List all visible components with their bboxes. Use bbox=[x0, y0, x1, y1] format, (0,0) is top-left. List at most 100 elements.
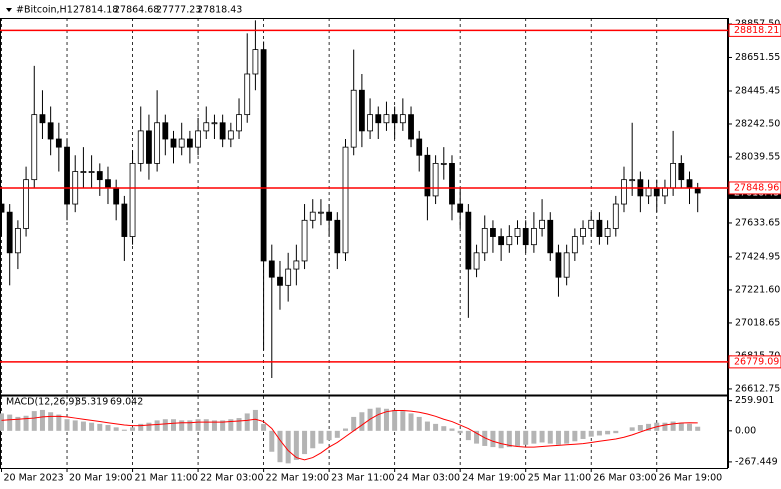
macd-bar bbox=[7, 414, 13, 431]
candle-body bbox=[555, 252, 562, 278]
macd-bar bbox=[162, 419, 168, 431]
macd-signal-line bbox=[1, 410, 698, 461]
macd-bar bbox=[474, 430, 480, 444]
candle-body bbox=[367, 114, 373, 132]
macd-label: MACD(12,26,9) bbox=[6, 397, 78, 408]
ohlc-close: 27818.43 bbox=[197, 5, 242, 16]
candle-body bbox=[440, 162, 447, 165]
candle-body bbox=[326, 211, 333, 221]
y-tick-label: 28039.55 bbox=[735, 151, 780, 162]
macd-bar bbox=[211, 420, 217, 431]
candle-body bbox=[260, 49, 267, 262]
macd-bar bbox=[416, 416, 422, 431]
candle-body bbox=[105, 179, 111, 189]
candle-body bbox=[522, 228, 529, 246]
macd-bar bbox=[244, 413, 250, 431]
macd-bar bbox=[252, 409, 258, 431]
level-label: 26779.09 bbox=[734, 356, 779, 367]
candle-body bbox=[416, 138, 423, 156]
candle-body bbox=[686, 179, 693, 189]
macd-bar bbox=[302, 430, 308, 455]
candle-body bbox=[39, 114, 46, 124]
macd-bar bbox=[113, 427, 119, 431]
candle-body bbox=[121, 203, 128, 237]
candle-body bbox=[47, 122, 54, 140]
candle-body bbox=[6, 211, 13, 254]
y-tick-label: 27633.65 bbox=[735, 217, 780, 228]
macd-bar bbox=[605, 430, 611, 435]
candle-body bbox=[432, 162, 439, 197]
macd-bar bbox=[383, 408, 389, 431]
candle-body bbox=[277, 276, 283, 286]
macd-bar bbox=[80, 421, 86, 431]
candle-body bbox=[596, 219, 603, 237]
macd-bar bbox=[506, 430, 512, 448]
candle-body bbox=[64, 146, 70, 205]
level-box bbox=[728, 355, 781, 369]
x-tick-label: 24 Mar 03:00 bbox=[397, 473, 460, 484]
macd-bar bbox=[261, 423, 267, 431]
candle-body bbox=[563, 252, 570, 278]
candle-body bbox=[219, 122, 226, 140]
macd-bar bbox=[572, 430, 578, 442]
macd-bar bbox=[588, 430, 594, 437]
candle-body bbox=[678, 162, 685, 181]
macd-bar bbox=[39, 409, 45, 431]
macd-bar bbox=[154, 420, 160, 431]
ohlc-low: 27777.23 bbox=[156, 5, 201, 16]
macd-bar bbox=[490, 430, 496, 448]
macd-bar bbox=[359, 412, 365, 431]
candle-body bbox=[465, 211, 472, 270]
y-tick-label: 28242.50 bbox=[735, 118, 780, 129]
candle-body bbox=[309, 211, 316, 221]
macd-bar bbox=[662, 422, 668, 431]
macd-bar bbox=[637, 425, 643, 431]
x-tick-label: 26 Mar 19:00 bbox=[659, 473, 722, 484]
macd-bar bbox=[646, 423, 652, 431]
y-tick-label: 26612.75 bbox=[735, 383, 780, 394]
macd-bar bbox=[482, 430, 488, 446]
macd-bar bbox=[72, 420, 78, 431]
candle-body bbox=[252, 49, 259, 75]
candle-body bbox=[162, 122, 169, 140]
candle-body bbox=[285, 268, 292, 286]
candle-body bbox=[113, 187, 120, 205]
macd-bar bbox=[392, 409, 398, 431]
macd-bar bbox=[465, 430, 471, 441]
y-tick-label: 27221.60 bbox=[735, 284, 780, 295]
macd-bar bbox=[56, 414, 62, 431]
macd-bar bbox=[457, 430, 463, 434]
candle-body bbox=[604, 228, 611, 237]
y-tick-label: 27018.65 bbox=[735, 317, 780, 328]
candle-body bbox=[670, 162, 677, 189]
y-tick-label: 27424.95 bbox=[735, 251, 780, 262]
candle-body bbox=[203, 122, 210, 132]
candle-body bbox=[23, 179, 29, 229]
macd-bar bbox=[220, 420, 226, 431]
x-tick-label: 26 Mar 03:00 bbox=[593, 473, 656, 484]
candle-body bbox=[645, 187, 652, 197]
macd-bar bbox=[130, 427, 136, 431]
candle-body bbox=[481, 228, 488, 254]
macd-bar bbox=[424, 421, 430, 431]
macd-bar bbox=[441, 426, 447, 431]
y-tick-label: 28651.55 bbox=[735, 52, 780, 63]
macd-bar bbox=[146, 422, 152, 431]
candle-body bbox=[514, 228, 521, 237]
candle-body bbox=[621, 179, 627, 205]
macd-y-tick-label: -267.449 bbox=[735, 456, 778, 467]
candle-body bbox=[154, 122, 161, 164]
candle-body bbox=[612, 203, 619, 229]
candle-body bbox=[268, 260, 275, 278]
macd-bar bbox=[195, 419, 201, 431]
candle-body bbox=[31, 114, 38, 181]
candle-body bbox=[580, 228, 586, 237]
macd-value: 35.319 bbox=[75, 397, 108, 408]
candle-body bbox=[146, 130, 152, 164]
macd-bar bbox=[187, 420, 193, 431]
y-tick-label: 28445.45 bbox=[735, 85, 780, 96]
macd-bar bbox=[498, 430, 504, 449]
macd-bar bbox=[449, 428, 455, 431]
macd-bar bbox=[613, 430, 619, 434]
